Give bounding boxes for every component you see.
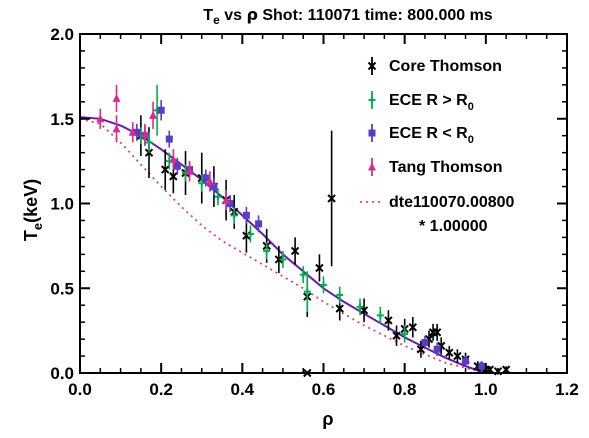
y-tick-label: 0.5	[50, 279, 74, 298]
x-axis-label: ρ	[322, 409, 333, 429]
data-point-stroke	[335, 304, 344, 313]
legend-label-tang-thomson: Tang Thomson	[389, 159, 502, 176]
data-point	[165, 135, 173, 143]
legend: Core Thomson ECE R > R0 ECE R < R0 Tang …	[360, 57, 515, 235]
x-tick-label: 1.0	[474, 380, 498, 399]
legend-label-core-thomson: Core Thomson	[389, 58, 502, 75]
y-axis-label: Te(keV)	[21, 179, 45, 241]
data-point	[140, 129, 149, 138]
data-point	[112, 124, 121, 133]
legend-marker-ece-inner	[368, 124, 376, 142]
data-point	[128, 127, 137, 136]
legend-marker-ece-outer	[368, 91, 376, 109]
y-tick-label: 1.0	[50, 195, 74, 214]
data-point	[112, 93, 121, 102]
series-ece-out	[137, 84, 409, 343]
data-point	[226, 200, 234, 207]
legend-label-reference: dte110070.00800	[389, 194, 515, 211]
data-point-stroke	[384, 316, 393, 325]
legend-label-ece-outer: ECE R > R0	[389, 92, 474, 113]
data-point-stroke	[359, 306, 369, 315]
data-point-stroke	[416, 345, 426, 354]
data-point-stroke	[290, 246, 300, 256]
data-point-stroke	[274, 255, 284, 264]
tick-layer: 0.0 0.2 0.4 0.6 0.8 1.0 1.2 0.0 0.5 1.0 1.5 2.0	[50, 25, 578, 399]
y-tick-label: 0.0	[50, 364, 74, 383]
data-point	[173, 162, 181, 170]
y-tick-label: 2.0	[50, 25, 74, 44]
data-point	[157, 106, 165, 114]
x-tick-label: 0.6	[312, 380, 336, 399]
data-points-layer	[96, 84, 511, 378]
x-tick-label: 0.0	[68, 380, 92, 399]
data-point-stroke	[408, 323, 417, 332]
series-tang	[96, 84, 231, 211]
x-tick-label: 1.2	[555, 380, 579, 399]
data-point-stroke	[485, 365, 495, 374]
data-point	[462, 357, 470, 365]
x-tick-label: 0.2	[149, 380, 173, 399]
data-point	[96, 114, 105, 123]
data-point-stroke	[161, 165, 170, 174]
chart-title: Te vs ρ Shot: 110071 time: 800.000 ms	[203, 5, 493, 27]
data-point	[210, 183, 218, 191]
data-point-stroke	[392, 331, 401, 340]
reference-curve-layer	[79, 117, 487, 374]
data-point	[242, 211, 250, 219]
data-point	[255, 220, 263, 228]
data-point-stroke	[315, 263, 324, 273]
data-point-stroke	[169, 172, 178, 181]
data-point-stroke	[327, 194, 336, 203]
y-tick-label: 1.5	[50, 110, 74, 129]
data-point-stroke	[453, 351, 462, 361]
x-tick-label: 0.8	[393, 380, 417, 399]
x-tick-label: 0.4	[231, 380, 255, 399]
data-point	[222, 195, 231, 204]
data-point	[202, 174, 210, 182]
legend-symbol-stroke	[367, 61, 377, 71]
legend-marker-tang-thomson	[368, 158, 376, 176]
data-point	[149, 110, 158, 119]
legend-label-reference-scale: * 1.00000	[419, 218, 488, 235]
data-point	[133, 128, 141, 136]
legend-symbol	[368, 162, 376, 171]
data-point	[421, 338, 429, 346]
data-point	[433, 345, 441, 353]
legend-label-ece-inner: ECE R < R0	[389, 125, 474, 146]
data-point	[185, 166, 194, 175]
data-point	[205, 176, 214, 185]
series-core	[136, 115, 511, 378]
legend-symbol	[368, 129, 376, 137]
data-point	[478, 362, 486, 370]
reference-curve	[79, 117, 487, 374]
data-point-stroke	[445, 348, 454, 357]
legend-marker-core-thomson	[367, 57, 377, 75]
data-point-stroke	[432, 328, 442, 337]
data-point	[169, 154, 178, 163]
